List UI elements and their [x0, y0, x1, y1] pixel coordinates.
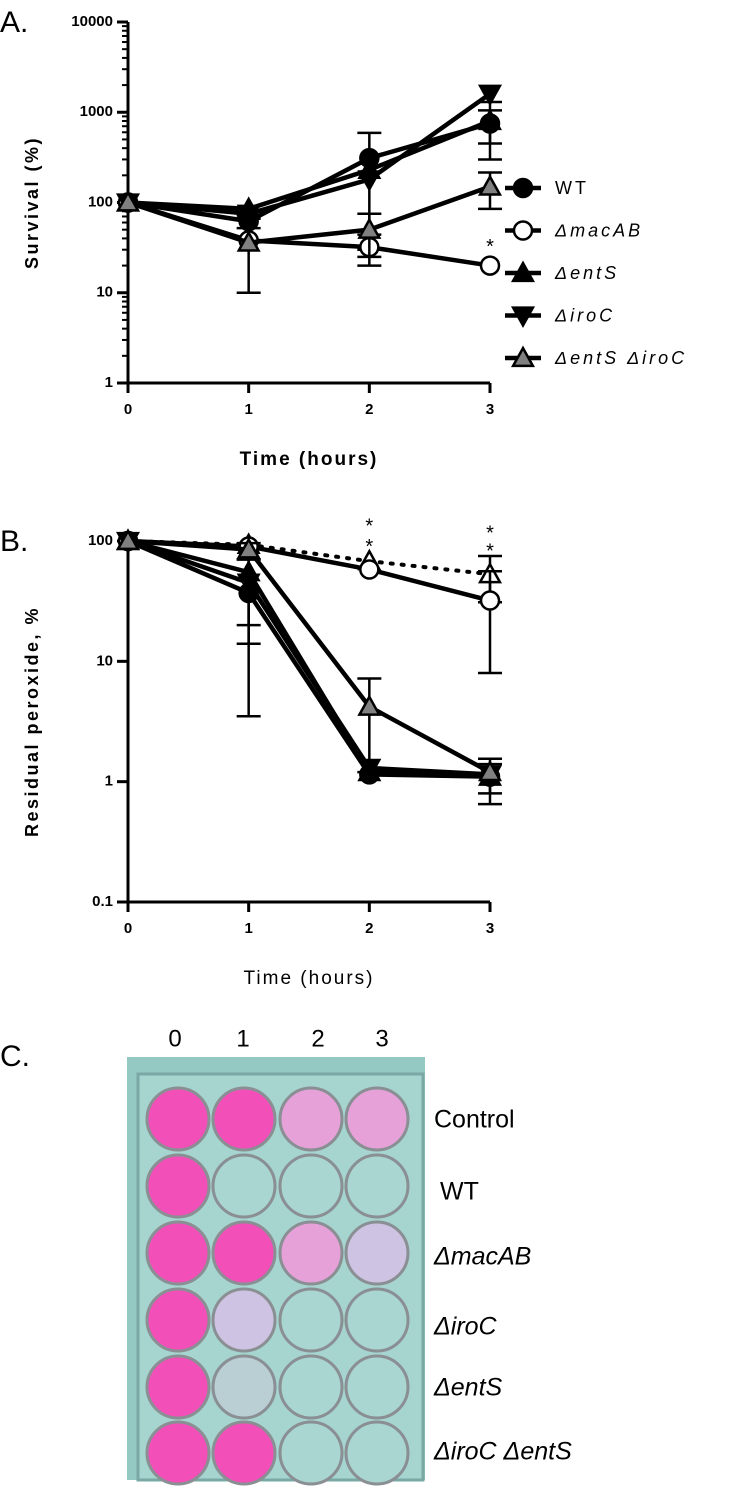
- x-tick-label: 2: [365, 401, 373, 418]
- well: [145, 1086, 211, 1152]
- marker: [477, 108, 503, 131]
- well: [211, 1354, 277, 1420]
- annotation: *: [486, 236, 494, 258]
- x-tick-label: 0: [124, 401, 132, 418]
- marker: [115, 528, 141, 551]
- y-axis-title: Residual peroxide, %: [22, 606, 42, 837]
- annotation: *: [365, 516, 373, 538]
- well: [211, 1287, 277, 1353]
- y-tick-label: 1000: [80, 103, 113, 120]
- row-label: WT: [440, 1178, 479, 1206]
- well: [278, 1153, 344, 1219]
- y-tick-label: 10: [96, 652, 113, 669]
- y-tick-label: 0.1: [92, 893, 113, 910]
- series-line: [125, 118, 493, 212]
- column-label: 3: [375, 1025, 388, 1052]
- row-label: ΔmacAB: [433, 1243, 531, 1271]
- legend-label: WT: [555, 178, 589, 198]
- marker: [357, 694, 382, 716]
- marker: [236, 204, 261, 227]
- well: [344, 1086, 410, 1152]
- series-line: [125, 184, 493, 245]
- well: [145, 1220, 211, 1286]
- annotation: *: [486, 541, 494, 563]
- panel-label: B.: [0, 525, 28, 558]
- well: [145, 1354, 211, 1420]
- well: [211, 1420, 277, 1486]
- column-label: 0: [168, 1025, 181, 1052]
- well: [278, 1420, 344, 1486]
- error-bar: [478, 570, 502, 675]
- well: [278, 1220, 344, 1286]
- legend-label: ΔentS: [554, 263, 619, 283]
- marker: [236, 230, 261, 252]
- marker: [512, 220, 534, 241]
- marker: [479, 590, 501, 611]
- well: [145, 1420, 211, 1486]
- row-label: ΔentS: [433, 1374, 503, 1402]
- y-tick-label: 10000: [71, 13, 113, 30]
- series-line: [125, 91, 493, 217]
- error-bar: [236, 217, 261, 294]
- series-line: [125, 538, 493, 775]
- marker: [510, 345, 536, 368]
- marker: [512, 177, 534, 199]
- well: [344, 1220, 410, 1286]
- y-axis-title: Survival (%): [22, 136, 42, 269]
- marker: [359, 559, 380, 580]
- marker: [477, 759, 503, 782]
- y-tick-label: 1: [105, 773, 113, 790]
- marker: [115, 190, 141, 212]
- row-label: ΔiroC ΔentS: [433, 1438, 572, 1466]
- well: [145, 1287, 211, 1353]
- column-label: 2: [311, 1025, 324, 1052]
- marker: [357, 217, 382, 239]
- x-tick-label: 3: [486, 920, 494, 937]
- legend-label: ΔmacAB: [554, 220, 643, 240]
- marker: [236, 537, 261, 559]
- marker: [236, 573, 261, 596]
- column-label: 1: [236, 1025, 249, 1052]
- marker: [510, 260, 536, 283]
- x-axis-title: Time (hours): [244, 968, 375, 989]
- panel-label: A.: [0, 6, 28, 39]
- y-tick-label: 100: [88, 532, 113, 549]
- error-bar: [357, 677, 382, 774]
- x-tick-label: 0: [124, 920, 132, 937]
- well: [211, 1153, 277, 1219]
- row-label: Control: [434, 1106, 515, 1134]
- y-tick-label: 10: [96, 284, 113, 301]
- well: [145, 1153, 211, 1219]
- x-tick-label: 1: [244, 401, 252, 418]
- annotation: *: [365, 536, 373, 558]
- well: [211, 1220, 277, 1286]
- series-line: [125, 538, 493, 603]
- legend-label: ΔiroC: [554, 305, 615, 325]
- annotation: *: [486, 522, 494, 544]
- marker: [479, 255, 501, 276]
- well: [344, 1420, 410, 1486]
- well: [344, 1287, 410, 1353]
- x-tick-label: 3: [486, 401, 494, 418]
- well: [344, 1153, 410, 1219]
- legend-label: ΔentS ΔiroC: [554, 348, 687, 368]
- y-tick-label: 100: [88, 193, 113, 210]
- row-label: ΔiroC: [433, 1313, 498, 1341]
- series-line: [125, 538, 493, 777]
- well: [278, 1086, 344, 1152]
- x-tick-label: 2: [365, 920, 373, 937]
- well: [278, 1287, 344, 1353]
- y-tick-label: 1: [105, 374, 113, 391]
- marker: [510, 306, 536, 328]
- well: [211, 1086, 277, 1152]
- marker: [477, 174, 503, 196]
- x-axis-title: Time (hours): [240, 449, 379, 470]
- well: [278, 1354, 344, 1420]
- marker: [357, 170, 382, 192]
- well: [344, 1354, 410, 1420]
- x-tick-label: 1: [244, 920, 252, 937]
- panel-label: C.: [0, 1040, 30, 1073]
- marker: [477, 84, 503, 107]
